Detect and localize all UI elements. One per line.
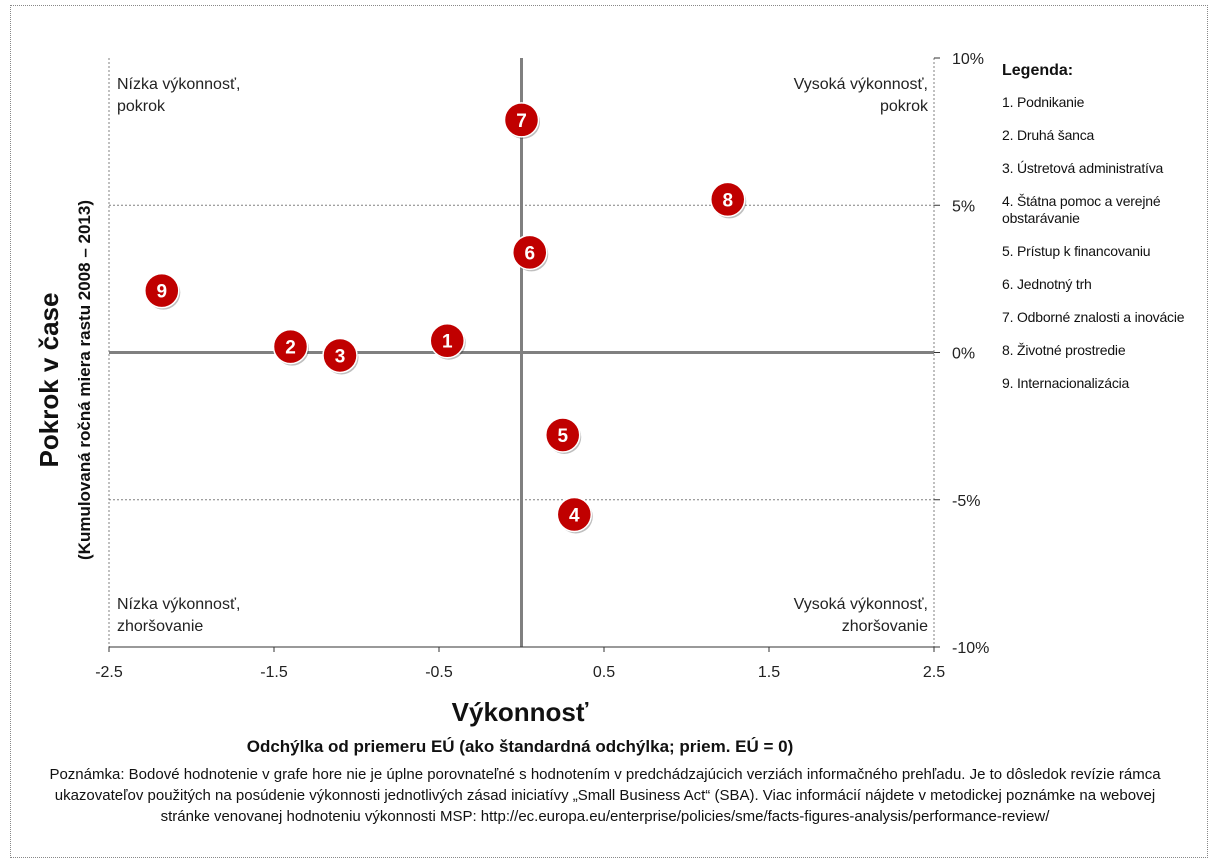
data-point-9: 9 [144,272,181,310]
data-point-7: 7 [503,102,540,139]
x-tick-label: 2.5 [923,664,945,681]
x-tick-label: 1.5 [758,664,780,681]
point-marker [429,322,465,359]
y-tick-label: -5% [952,493,980,510]
data-point-3: 3 [322,337,359,375]
point-label: 2 [285,338,296,359]
y-axis-label: Pokrok v čase (Kumulovaná ročná miera ra… [22,150,112,610]
point-marker [503,102,540,138]
x-axis-title: Výkonnosť [451,697,589,727]
data-point-6: 6 [512,234,549,272]
y-tick-label: 10% [952,51,984,68]
quadrant-bottom-right-line2: zhoršovanie [842,618,928,635]
point-marker [272,328,309,365]
point-marker [710,181,746,218]
point-label: 8 [722,190,733,211]
y-axis-title: Pokrok v čase [34,293,64,468]
tick-layer: -2.5 -1.5 -0.5 0.5 1.5 2.5 10% 5% 0% -5% -10% [95,51,989,681]
point-label: 3 [335,346,346,367]
legend-item: 4. Štátna pomoc a verejné obstarávanie [1002,193,1161,226]
point-marker [545,417,581,453]
legend-item: 3. Ústretová administratíva [1002,160,1164,176]
point-marker [512,234,548,271]
point-marker [144,272,180,309]
point-label: 5 [557,426,568,447]
legend: 1. Podnikanie 2. Druhá šanca 3. Ústretová … [1002,94,1212,408]
quadrant-bottom-right-line1: Vysoká výkonnosť, [794,596,928,613]
quadrant-bottom-left-line2: zhoršovanie [117,618,203,635]
data-point-1: 1 [429,322,466,360]
y-tick-label: 0% [952,346,975,363]
point-marker [556,496,593,533]
grid-layer [108,57,940,652]
quadrant-top-left-line2: pokrok [117,98,166,115]
x-tick-label: -0.5 [425,664,453,681]
legend-title: Legenda: [1002,62,1074,79]
point-label: 9 [157,282,168,303]
point-label: 7 [516,111,527,132]
x-axis-subtitle: Odchýlka od priemeru EÚ (ako štandardná … [246,737,794,756]
point-marker [322,337,358,374]
y-axis-subtitle: (Kumulovaná ročná miera rastu 2008 – 201… [75,200,94,560]
legend-item: 7. Odborné znalosti a inovácie [1002,309,1185,325]
point-label: 4 [569,505,580,526]
legend-item: 9. Internacionalizácia [1002,375,1130,391]
x-tick-label: 0.5 [593,664,615,681]
legend-item: 2. Druhá šanca [1002,127,1095,143]
point-label: 6 [524,243,535,264]
y-tick-label: 5% [952,198,975,215]
y-tick-label: -10% [952,640,989,657]
legend-item: 8. Životné prostredie [1002,342,1126,358]
x-tick-label: -2.5 [95,664,123,681]
quadrant-top-right-line2: pokrok [880,98,929,115]
legend-item: 5. Prístup k financovaniu [1002,243,1151,259]
data-point-5: 5 [545,417,582,454]
data-point-2: 2 [272,328,309,366]
legend-item: 1. Podnikanie [1002,94,1085,110]
quadrant-top-right-line1: Vysoká výkonnosť, [794,76,928,93]
chart-frame [10,5,1208,858]
data-point-4: 4 [556,496,593,534]
data-points: 1 2 3 4 5 6 7 8 9 [144,102,747,534]
x-tick-label: -1.5 [260,664,288,681]
footnote: Poznámka: Bodové hodnotenie v grafe hore… [49,766,1161,825]
quadrant-bottom-left-line1: Nízka výkonnosť, [117,596,240,613]
quadrant-top-left-line1: Nízka výkonnosť, [117,76,240,93]
point-label: 1 [442,332,453,353]
legend-item: 6. Jednotný trh [1002,276,1092,292]
data-point-8: 8 [710,181,747,219]
quadrant-labels: Nízka výkonnosť, pokrok Vysoká výkonnosť… [117,76,929,635]
